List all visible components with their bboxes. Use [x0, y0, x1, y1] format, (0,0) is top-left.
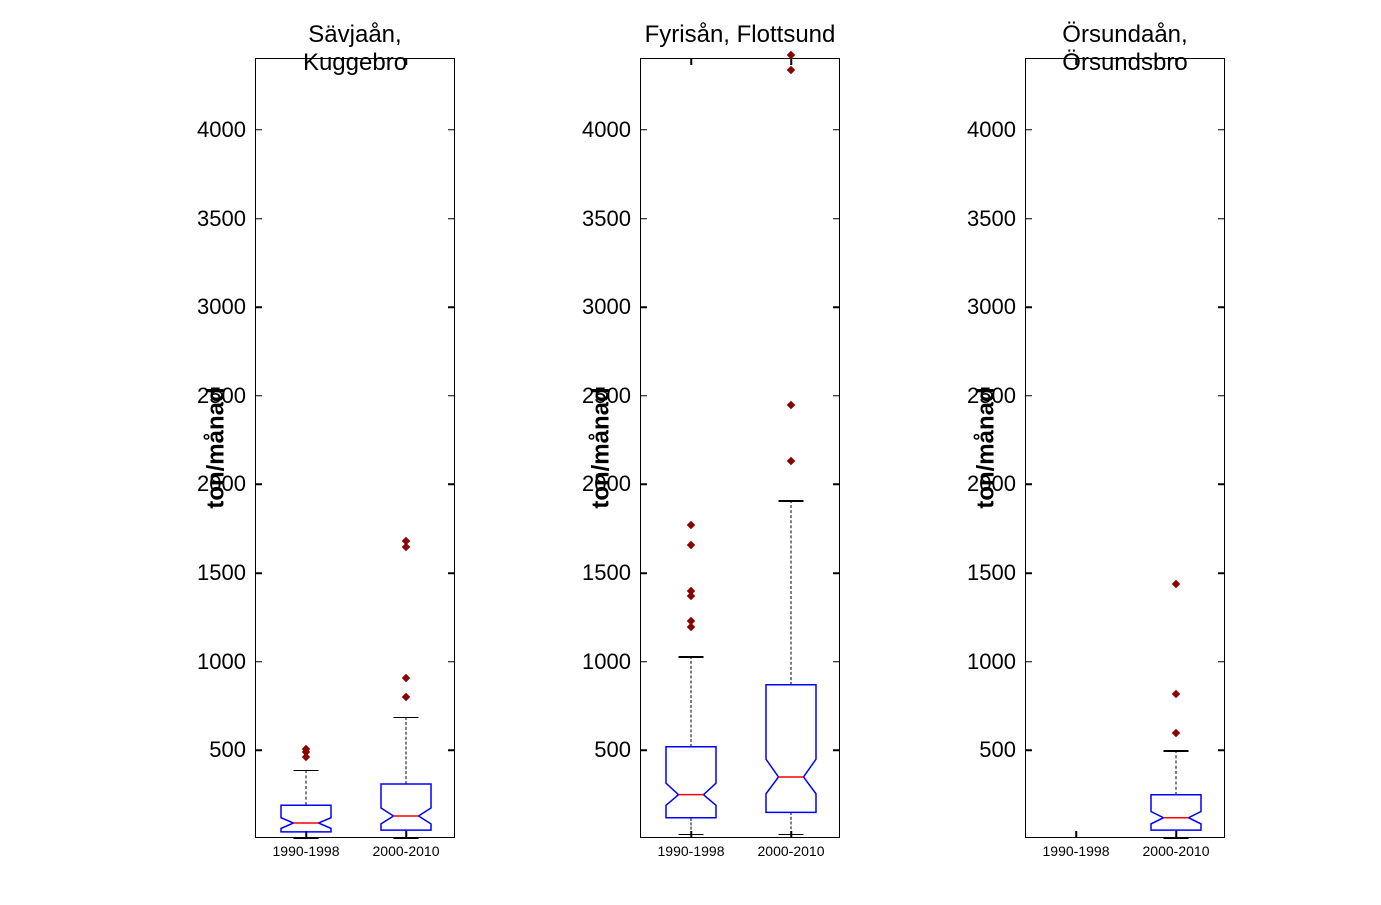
- x-tick-label: 1990-1998: [1043, 843, 1110, 859]
- box: [256, 59, 456, 839]
- boxplot-figure: Sävjaån, Kuggebroton/månad50010001500200…: [0, 0, 1381, 905]
- y-tick-label: 500: [594, 737, 631, 763]
- panel-title: Fyrisån, Flottsund: [641, 21, 839, 49]
- y-tick-label: 500: [209, 737, 246, 763]
- y-tick-label: 3500: [582, 206, 631, 232]
- x-tick-label: 2000-2010: [758, 843, 825, 859]
- y-tick-label: 1000: [197, 649, 246, 675]
- y-tick-label: 2000: [197, 471, 246, 497]
- x-tick-label: 2000-2010: [1143, 843, 1210, 859]
- y-tick-label: 500: [979, 737, 1016, 763]
- x-tick-label: 1990-1998: [273, 843, 340, 859]
- y-tick-label: 1500: [967, 560, 1016, 586]
- y-tick-label: 1000: [967, 649, 1016, 675]
- plot-area-1: Fyrisån, Flottsundton/månad5001000150020…: [640, 58, 840, 838]
- y-tick-label: 3500: [197, 206, 246, 232]
- y-tick-label: 4000: [197, 117, 246, 143]
- x-tick-label: 2000-2010: [373, 843, 440, 859]
- y-tick-label: 4000: [967, 117, 1016, 143]
- y-tick-label: 1500: [582, 560, 631, 586]
- y-tick-label: 2000: [967, 471, 1016, 497]
- y-tick-label: 1500: [197, 560, 246, 586]
- x-tick-label: 1990-1998: [658, 843, 725, 859]
- plot-area-0: Sävjaån, Kuggebroton/månad50010001500200…: [255, 58, 455, 838]
- y-tick-label: 2000: [582, 471, 631, 497]
- y-tick-label: 2500: [197, 383, 246, 409]
- y-tick-label: 3000: [197, 294, 246, 320]
- y-tick-label: 3000: [582, 294, 631, 320]
- plot-area-2: Örsundaån, Örsundsbroton/månad5001000150…: [1025, 58, 1225, 838]
- box: [641, 59, 841, 839]
- y-tick-label: 4000: [582, 117, 631, 143]
- y-tick-label: 3500: [967, 206, 1016, 232]
- y-tick-label: 1000: [582, 649, 631, 675]
- y-tick-label: 2500: [967, 383, 1016, 409]
- y-tick-label: 3000: [967, 294, 1016, 320]
- y-tick-label: 2500: [582, 383, 631, 409]
- box: [1026, 59, 1226, 839]
